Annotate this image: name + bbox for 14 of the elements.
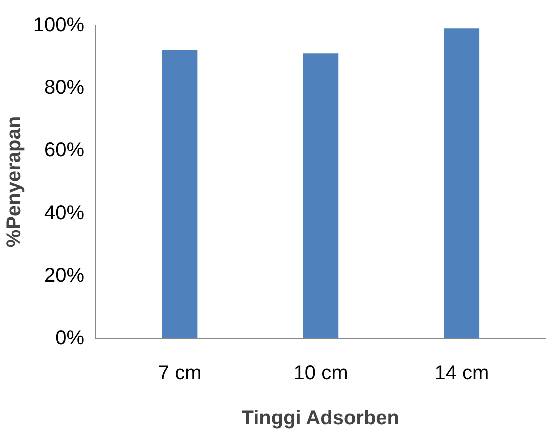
y-tick-label: 80% — [44, 77, 85, 100]
x-axis-title: Tinggi Adsorben — [242, 408, 400, 430]
bar — [444, 28, 480, 338]
y-tick-label: 20% — [44, 264, 85, 287]
y-tick-label: 100% — [33, 14, 85, 36]
y-tick-label: 40% — [44, 202, 85, 224]
x-tick-label: 14 cm — [434, 362, 490, 384]
y-tick-label: 0% — [56, 328, 85, 350]
x-tick-label: 7 cm — [158, 362, 202, 384]
y-tick-label: 60% — [44, 140, 85, 162]
x-tick-label: 10 cm — [294, 362, 348, 384]
y-axis-title: %Penyerapan — [3, 116, 26, 248]
bar — [162, 50, 198, 338]
bar — [303, 54, 339, 338]
